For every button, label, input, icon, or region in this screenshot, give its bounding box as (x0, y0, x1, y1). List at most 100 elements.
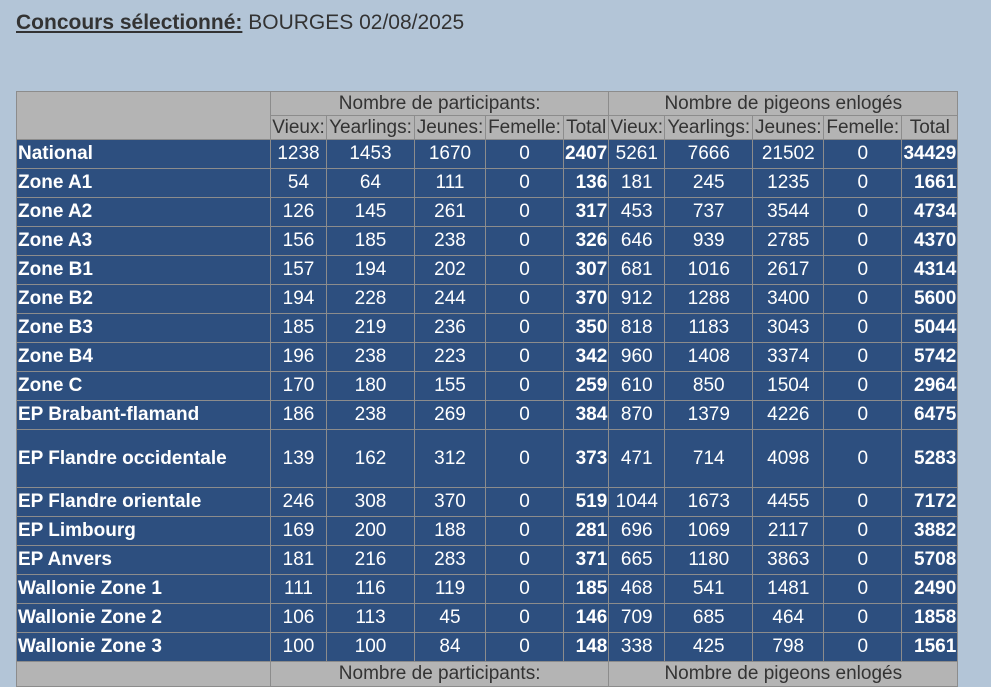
total-cell: 136 (562, 168, 610, 198)
value-cell: 696 (608, 516, 666, 546)
table-row: National 1238 1453 1670 0 2407 5261 7666 21502 0 3… (16, 139, 959, 169)
total-cell: 1561 (901, 632, 959, 662)
value-cell: 100 (326, 632, 415, 662)
column-header: Yearlings: (326, 115, 415, 140)
value-cell: 0 (485, 284, 564, 314)
value-cell: 939 (664, 226, 754, 256)
value-cell: 425 (664, 632, 754, 662)
total-cell: 1858 (901, 603, 959, 633)
value-cell: 139 (270, 429, 327, 488)
value-cell: 0 (485, 168, 564, 198)
value-cell: 1504 (752, 371, 825, 401)
total-cell: 34429 (901, 139, 959, 169)
value-cell: 1235 (752, 168, 825, 198)
table-row: EP Anvers 181 216 283 0 371 665 1180 3863 0 5708 (16, 545, 959, 575)
value-cell: 21502 (752, 139, 825, 169)
value-cell: 3544 (752, 197, 825, 227)
total-cell: 4370 (901, 226, 959, 256)
column-header: Vieux: (270, 115, 327, 140)
value-cell: 681 (608, 255, 666, 285)
value-cell: 269 (414, 400, 486, 430)
value-cell: 541 (664, 574, 754, 604)
selected-contest-heading: Concours sélectionné: BOURGES 02/08/2025 (16, 11, 464, 35)
footer-participants-header: Nombre de participants: (269, 661, 610, 687)
value-cell: 4455 (752, 487, 825, 517)
table-row: Zone B1 157 194 202 0 307 681 1016 2617 0 4314 (16, 255, 959, 285)
value-cell: 111 (414, 168, 486, 198)
value-cell: 0 (823, 342, 903, 372)
value-cell: 169 (270, 516, 327, 546)
corner-cell (16, 91, 271, 140)
value-cell: 714 (664, 429, 754, 488)
value-cell: 64 (326, 168, 415, 198)
selected-contest-value: BOURGES 02/08/2025 (248, 11, 465, 34)
row-name: Zone A3 (16, 226, 271, 256)
table-row: Wallonie Zone 3 100 100 84 0 148 338 425 798 0 156… (16, 632, 959, 662)
value-cell: 126 (270, 197, 327, 227)
value-cell: 0 (485, 313, 564, 343)
row-name: Zone B4 (16, 342, 271, 372)
total-cell: 2964 (901, 371, 959, 401)
value-cell: 0 (485, 139, 564, 169)
total-cell: 371 (562, 545, 610, 575)
total-cell: 370 (562, 284, 610, 314)
value-cell: 283 (414, 545, 486, 575)
total-cell: 5044 (901, 313, 959, 343)
total-cell: 350 (562, 313, 610, 343)
row-name: EP Anvers (16, 545, 271, 575)
value-cell: 1180 (664, 545, 754, 575)
value-cell: 181 (608, 168, 666, 198)
value-cell: 464 (752, 603, 825, 633)
value-cell: 1238 (270, 139, 327, 169)
value-cell: 870 (608, 400, 666, 430)
row-name: EP Limbourg (16, 516, 271, 546)
table-row: EP Limbourg 169 200 188 0 281 696 1069 2117 0 3882 (16, 516, 959, 546)
footer-pigeons-header: Nombre de pigeons enlogés (608, 661, 959, 687)
value-cell: 157 (270, 255, 327, 285)
total-cell: 4734 (901, 197, 959, 227)
row-name: National (16, 139, 271, 169)
table-row: Zone B4 196 238 223 0 342 960 1408 3374 0 5742 (16, 342, 959, 372)
value-cell: 219 (326, 313, 415, 343)
value-cell: 0 (485, 516, 564, 546)
value-cell: 236 (414, 313, 486, 343)
row-name: Wallonie Zone 3 (16, 632, 271, 662)
table-row: EP Brabant-flamand 186 238 269 0 384 870 1379 42… (16, 400, 959, 430)
pigeons-group-header: Nombre de pigeons enlogés (608, 91, 959, 116)
value-cell: 1016 (664, 255, 754, 285)
table-row: Wallonie Zone 1 111 116 119 0 185 468 541 1481 0 2… (16, 574, 959, 604)
value-cell: 0 (823, 139, 903, 169)
value-cell: 216 (326, 545, 415, 575)
value-cell: 188 (414, 516, 486, 546)
value-cell: 0 (485, 255, 564, 285)
total-cell: 326 (562, 226, 610, 256)
value-cell: 116 (326, 574, 415, 604)
value-cell: 0 (823, 284, 903, 314)
value-cell: 0 (485, 342, 564, 372)
value-cell: 119 (414, 574, 486, 604)
footer-row: Nombre de participants: Nombre de pigeon… (16, 661, 959, 687)
value-cell: 3400 (752, 284, 825, 314)
value-cell: 238 (326, 342, 415, 372)
value-cell: 338 (608, 632, 666, 662)
value-cell: 0 (823, 429, 903, 488)
total-cell: 5283 (901, 429, 959, 488)
total-cell: 7172 (901, 487, 959, 517)
value-cell: 0 (823, 603, 903, 633)
value-cell: 0 (823, 313, 903, 343)
column-header: Yearlings: (664, 115, 754, 140)
value-cell: 113 (326, 603, 415, 633)
total-cell: 5742 (901, 342, 959, 372)
value-cell: 0 (485, 632, 564, 662)
value-cell: 312 (414, 429, 486, 488)
value-cell: 0 (485, 574, 564, 604)
row-name: Zone B2 (16, 284, 271, 314)
value-cell: 646 (608, 226, 666, 256)
value-cell: 238 (326, 400, 415, 430)
footer-corner (16, 661, 271, 687)
value-cell: 228 (326, 284, 415, 314)
value-cell: 1069 (664, 516, 754, 546)
value-cell: 0 (823, 574, 903, 604)
value-cell: 308 (326, 487, 415, 517)
value-cell: 244 (414, 284, 486, 314)
